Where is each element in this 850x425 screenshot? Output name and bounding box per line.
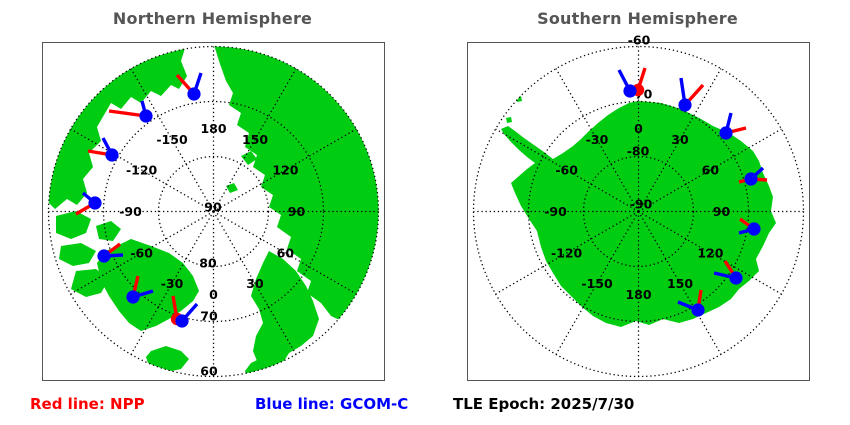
meridian-label: -90 (544, 204, 567, 219)
satellite-marker (678, 77, 705, 112)
gcom-position-dot (744, 172, 758, 186)
meridian-label: 0 (209, 287, 218, 302)
north-satellite-markers (75, 72, 203, 328)
satellite-marker (738, 166, 768, 186)
meridian-label: -30 (586, 132, 609, 147)
satellite-marker (719, 112, 747, 140)
satellite-marker (713, 260, 743, 285)
latitude-label: 70 (200, 309, 218, 324)
south-satellite-markers (617, 67, 768, 317)
gcom-position-dot (623, 84, 637, 98)
latitude-label: -60 (628, 33, 651, 48)
meridian-label: 150 (667, 276, 693, 291)
meridian-label: 90 (288, 204, 306, 219)
meridian-label: 90 (713, 204, 731, 219)
gcom-position-dot (719, 126, 733, 140)
gcom-position-dot (88, 196, 102, 210)
north-polar-map: 180 150 120 90 60 30 0 -30 -60 -90 -120 -150 90 80 70 6… (42, 42, 385, 381)
south-graticule (472, 45, 805, 378)
north-grid-labels: 180 150 120 90 60 30 0 -30 -60 -90 -120 -150 90 80 70 6… (119, 121, 305, 379)
meridian-label: -30 (161, 276, 184, 291)
legend-npp: Red line: NPP (30, 395, 145, 413)
meridian-label: 30 (246, 276, 264, 291)
meridian-label: -60 (130, 246, 153, 261)
gcom-position-dot (729, 271, 743, 285)
meridian-label: 180 (625, 287, 651, 302)
south-map-canvas: 0306090120150180-150-120-90-60-30-60-70-… (472, 33, 805, 378)
satellite-marker (75, 191, 102, 216)
latitude-label: 90 (204, 200, 222, 215)
meridian-label: 60 (277, 246, 295, 261)
meridian-label: -120 (126, 163, 158, 178)
gcom-position-dot (747, 222, 761, 236)
south-map-title: Southern Hemisphere (537, 9, 738, 28)
meridian-label: 150 (242, 132, 268, 147)
north-map-title: Northern Hemisphere (112, 9, 313, 28)
satellite-marker (108, 100, 153, 123)
meridian-label: 30 (671, 132, 689, 147)
gcom-position-dot (187, 87, 201, 101)
latitude-label: -80 (627, 144, 650, 159)
north-map-canvas: 180 150 120 90 60 30 0 -30 -60 -90 -120 -150 90 80 70 6… (47, 45, 380, 379)
latitude-label: 60 (200, 364, 218, 379)
gcom-position-dot (105, 148, 119, 162)
gcom-position-dot (126, 290, 140, 304)
satellite-marker (126, 275, 154, 304)
south-polar-map: 0306090120150180-150-120-90-60-30-60-70-… (467, 33, 810, 381)
north-graticule (47, 45, 380, 378)
gcom-position-dot (139, 109, 153, 123)
meridian-label: 120 (697, 246, 723, 261)
satellite-marker (677, 289, 705, 317)
meridian-label: -120 (551, 246, 583, 261)
satellite-marker (87, 137, 119, 162)
gcom-position-dot (175, 314, 189, 328)
meridian-label: 120 (272, 163, 298, 178)
meridian-label: -150 (156, 132, 188, 147)
satellite-marker (175, 72, 203, 101)
meridian-label: -90 (119, 204, 142, 219)
satellite-marker (97, 242, 124, 263)
gcom-position-dot (97, 249, 111, 263)
meridian-label: -150 (581, 276, 613, 291)
latitude-label: 80 (199, 256, 217, 271)
meridian-label: -60 (555, 163, 578, 178)
satellite-marker (738, 217, 761, 236)
legend-gcom: Blue line: GCOM-C (255, 395, 409, 413)
gcom-position-dot (678, 98, 692, 112)
legend-tle-epoch: TLE Epoch: 2025/7/30 (453, 395, 635, 413)
satellite-marker (617, 67, 647, 98)
satellite-marker (170, 295, 199, 328)
meridian-label: 60 (702, 163, 720, 178)
meridian-label: 0 (634, 121, 643, 136)
meridian-label: 180 (200, 121, 226, 136)
gcom-position-dot (691, 303, 705, 317)
latitude-label: -90 (630, 197, 653, 212)
